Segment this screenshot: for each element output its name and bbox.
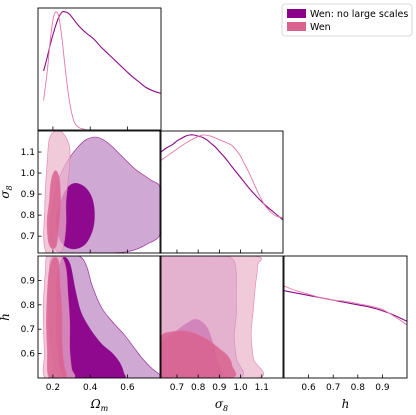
legend-label-wen: Wen xyxy=(310,22,331,33)
y-axis-label-h: h xyxy=(0,313,12,321)
y-tick-label-s8: 1.0 xyxy=(21,169,36,179)
axes-frame-0-0 xyxy=(37,7,162,131)
marginal-curve-om-no-large-scales xyxy=(43,10,161,94)
axes-frame-2-2 xyxy=(283,255,408,379)
legend-frame xyxy=(281,3,413,37)
contour-panel-om-h xyxy=(42,256,161,378)
marginal-curve-h-no-large-scales xyxy=(284,290,407,322)
legend-swatch-wen xyxy=(287,22,306,31)
contour-inner-wen xyxy=(46,256,68,378)
marginal-panel-h xyxy=(284,285,407,326)
y-tick-label-s8: 0.8 xyxy=(21,211,36,221)
legend-swatch-no-large-scales xyxy=(287,9,306,18)
x-tick-label-om: 0.2 xyxy=(46,383,60,393)
x-tick-label-s8: 1.1 xyxy=(255,383,269,393)
x-tick-label-h: 0.7 xyxy=(326,383,340,393)
y-tick-label-h: 0.7 xyxy=(21,325,35,335)
x-tick-label-h: 0.8 xyxy=(351,383,366,393)
axes-frame-2-1 xyxy=(159,255,284,379)
contour-panel-s8-h xyxy=(160,256,264,378)
contour-panel-om-s8 xyxy=(43,131,161,253)
contour-inner-wen xyxy=(160,330,237,378)
legend: Wen: no large scales Wen xyxy=(281,3,413,37)
x-tick-label-om: 0.6 xyxy=(120,383,135,393)
x-tick-label-h: 0.9 xyxy=(375,383,390,393)
marginal-curve-s8-wen xyxy=(160,134,283,219)
marginal-panel-s8 xyxy=(160,134,283,221)
legend-label-no-large-scales: Wen: no large scales xyxy=(310,9,408,20)
x-tick-label-om: 0.4 xyxy=(83,383,98,393)
panels: 0.2 0.4 0.6 Ωm 0.7 0.8 0.9 1.0 1.1 σ8 0.6 0.7 0.8 0.9… xyxy=(0,7,408,413)
y-axis-label-s8: σ8 xyxy=(0,185,14,198)
marginal-curve-h-wen xyxy=(284,285,407,326)
y-tick-label-h: 0.6 xyxy=(21,350,36,360)
x-axis-label-h: h xyxy=(342,397,350,411)
y-tick-label-s8: 0.7 xyxy=(21,232,35,242)
axes-frame-2-0 xyxy=(37,255,162,379)
x-axis-label-om: Ωm xyxy=(90,397,109,413)
marginal-curve-s8-no-large-scales xyxy=(160,134,283,221)
x-tick-label-s8: 1.0 xyxy=(233,383,248,393)
x-axis-label-s8: σ8 xyxy=(215,397,228,413)
contour-inner-wen xyxy=(46,170,61,250)
y-tick-label-s8: 1.1 xyxy=(21,148,35,158)
marginal-panel-om xyxy=(43,10,161,130)
y-tick-label-h: 0.8 xyxy=(21,301,36,311)
x-tick-label-s8: 0.9 xyxy=(212,383,227,393)
axes-frame-1-1 xyxy=(159,130,284,254)
y-tick-label-h: 0.9 xyxy=(21,276,36,286)
x-tick-label-h: 0.6 xyxy=(301,383,316,393)
y-tick-label-s8: 0.9 xyxy=(21,190,36,200)
x-tick-label-s8: 0.7 xyxy=(170,383,184,393)
axes-frame-1-0 xyxy=(37,130,162,254)
x-tick-label-s8: 0.8 xyxy=(191,383,206,393)
marginal-curve-om-wen xyxy=(43,11,91,130)
